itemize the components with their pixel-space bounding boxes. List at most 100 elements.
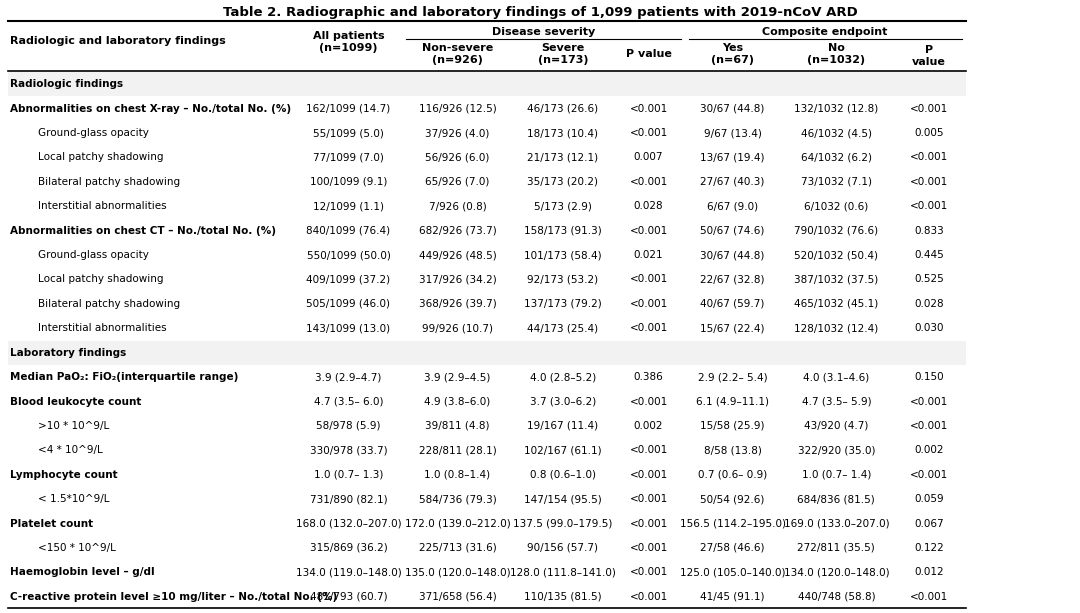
Text: 0.059: 0.059 — [914, 494, 944, 504]
Text: 46/173 (26.6): 46/173 (26.6) — [527, 104, 598, 113]
Text: 134.0 (120.0–148.0): 134.0 (120.0–148.0) — [783, 568, 889, 577]
Text: <4 * 10^9/L: <4 * 10^9/L — [38, 445, 103, 455]
Text: <0.001: <0.001 — [630, 445, 667, 455]
Text: 330/978 (33.7): 330/978 (33.7) — [310, 445, 388, 455]
Text: 0.030: 0.030 — [914, 323, 944, 333]
Text: 102/167 (61.1): 102/167 (61.1) — [524, 445, 602, 455]
Text: 0.002: 0.002 — [634, 421, 663, 431]
Text: Abnormalities on chest CT – No./total No. (%): Abnormalities on chest CT – No./total No… — [10, 226, 276, 235]
Text: 15/67 (22.4): 15/67 (22.4) — [700, 323, 765, 333]
Text: P: P — [924, 45, 933, 55]
Text: 92/173 (53.2): 92/173 (53.2) — [527, 275, 598, 284]
Text: 840/1099 (76.4): 840/1099 (76.4) — [307, 226, 391, 235]
Text: 409/1099 (37.2): 409/1099 (37.2) — [307, 275, 391, 284]
Text: 0.067: 0.067 — [914, 519, 944, 528]
Text: 550/1099 (50.0): 550/1099 (50.0) — [307, 250, 390, 260]
Text: <0.001: <0.001 — [630, 275, 667, 284]
Text: 169.0 (133.0–207.0): 169.0 (133.0–207.0) — [783, 519, 889, 528]
Text: 465/1032 (45.1): 465/1032 (45.1) — [794, 299, 878, 309]
Text: 6/1032 (0.6): 6/1032 (0.6) — [805, 201, 868, 211]
Text: Radiologic findings: Radiologic findings — [10, 79, 123, 89]
Text: 30/67 (44.8): 30/67 (44.8) — [701, 104, 765, 113]
Text: 790/1032 (76.6): 790/1032 (76.6) — [794, 226, 878, 235]
Text: 43/920 (4.7): 43/920 (4.7) — [805, 421, 868, 431]
Text: 77/1099 (7.0): 77/1099 (7.0) — [313, 153, 383, 162]
Text: 35/173 (20.2): 35/173 (20.2) — [527, 177, 598, 187]
Text: 315/869 (36.2): 315/869 (36.2) — [310, 543, 388, 553]
Bar — [8, 340, 966, 365]
Text: 6.1 (4.9–11.1): 6.1 (4.9–11.1) — [697, 397, 769, 406]
Text: 55/1099 (5.0): 55/1099 (5.0) — [313, 128, 383, 138]
Text: 0.012: 0.012 — [914, 568, 944, 577]
Text: 65/926 (7.0): 65/926 (7.0) — [426, 177, 489, 187]
Text: 0.122: 0.122 — [914, 543, 944, 553]
Text: Table 2. Radiographic and laboratory findings of 1,099 patients with 2019-nCoV A: Table 2. Radiographic and laboratory fin… — [222, 6, 858, 19]
Text: 101/173 (58.4): 101/173 (58.4) — [524, 250, 602, 260]
Text: 147/154 (95.5): 147/154 (95.5) — [524, 494, 602, 504]
Text: No: No — [828, 43, 845, 53]
Text: 387/1032 (37.5): 387/1032 (37.5) — [794, 275, 878, 284]
Text: <0.001: <0.001 — [630, 128, 667, 138]
Text: 0.002: 0.002 — [914, 445, 944, 455]
Text: (n=173): (n=173) — [538, 55, 589, 65]
Text: 156.5 (114.2–195.0): 156.5 (114.2–195.0) — [679, 519, 785, 528]
Text: 50/67 (74.6): 50/67 (74.6) — [701, 226, 765, 235]
Text: 8/58 (13.8): 8/58 (13.8) — [704, 445, 761, 455]
Text: 116/926 (12.5): 116/926 (12.5) — [419, 104, 497, 113]
Text: 0.833: 0.833 — [914, 226, 944, 235]
Text: 4.9 (3.8–6.0): 4.9 (3.8–6.0) — [424, 397, 490, 406]
Text: 449/926 (48.5): 449/926 (48.5) — [419, 250, 497, 260]
Text: (n=67): (n=67) — [711, 55, 754, 65]
Text: 21/173 (12.1): 21/173 (12.1) — [527, 153, 598, 162]
Text: (n=926): (n=926) — [432, 55, 483, 65]
Text: 50/54 (92.6): 50/54 (92.6) — [701, 494, 765, 504]
Text: 18/173 (10.4): 18/173 (10.4) — [527, 128, 598, 138]
Text: <0.001: <0.001 — [909, 104, 948, 113]
Text: 125.0 (105.0–140.0): 125.0 (105.0–140.0) — [679, 568, 785, 577]
Text: 0.445: 0.445 — [914, 250, 944, 260]
Text: 481/793 (60.7): 481/793 (60.7) — [310, 592, 388, 602]
Text: <0.001: <0.001 — [630, 226, 667, 235]
Text: <0.001: <0.001 — [909, 153, 948, 162]
Text: 158/173 (91.3): 158/173 (91.3) — [524, 226, 602, 235]
Text: 135.0 (120.0–148.0): 135.0 (120.0–148.0) — [405, 568, 511, 577]
Text: 162/1099 (14.7): 162/1099 (14.7) — [307, 104, 391, 113]
Text: 228/811 (28.1): 228/811 (28.1) — [419, 445, 497, 455]
Text: 19/167 (11.4): 19/167 (11.4) — [527, 421, 598, 431]
Text: Laboratory findings: Laboratory findings — [10, 348, 126, 358]
Text: 0.021: 0.021 — [634, 250, 663, 260]
Text: 46/1032 (4.5): 46/1032 (4.5) — [801, 128, 872, 138]
Text: 37/926 (4.0): 37/926 (4.0) — [426, 128, 489, 138]
Text: 440/748 (58.8): 440/748 (58.8) — [797, 592, 875, 602]
Text: 731/890 (82.1): 731/890 (82.1) — [310, 494, 388, 504]
Text: P value: P value — [625, 49, 672, 59]
Text: 73/1032 (7.1): 73/1032 (7.1) — [801, 177, 872, 187]
Text: 1.0 (0.8–1.4): 1.0 (0.8–1.4) — [424, 470, 490, 480]
Text: 322/920 (35.0): 322/920 (35.0) — [797, 445, 875, 455]
Text: 0.007: 0.007 — [634, 153, 663, 162]
Text: 505/1099 (46.0): 505/1099 (46.0) — [307, 299, 391, 309]
Text: <0.001: <0.001 — [909, 397, 948, 406]
Text: 128.0 (111.8–141.0): 128.0 (111.8–141.0) — [510, 568, 616, 577]
Text: <0.001: <0.001 — [630, 592, 667, 602]
Text: Yes: Yes — [723, 43, 743, 53]
Text: 137.5 (99.0–179.5): 137.5 (99.0–179.5) — [513, 519, 612, 528]
Text: >10 * 10^9/L: >10 * 10^9/L — [38, 421, 109, 431]
Text: Composite endpoint: Composite endpoint — [762, 27, 888, 37]
Text: 132/1032 (12.8): 132/1032 (12.8) — [794, 104, 878, 113]
Bar — [8, 72, 966, 96]
Text: 0.7 (0.6– 0.9): 0.7 (0.6– 0.9) — [698, 470, 767, 480]
Text: Local patchy shadowing: Local patchy shadowing — [38, 153, 163, 162]
Text: Radiologic and laboratory findings: Radiologic and laboratory findings — [10, 36, 226, 46]
Text: <0.001: <0.001 — [630, 177, 667, 187]
Text: (n=1032): (n=1032) — [807, 55, 865, 65]
Text: 12/1099 (1.1): 12/1099 (1.1) — [313, 201, 384, 211]
Text: 584/736 (79.3): 584/736 (79.3) — [419, 494, 497, 504]
Text: <0.001: <0.001 — [630, 323, 667, 333]
Text: 22/67 (32.8): 22/67 (32.8) — [700, 275, 765, 284]
Text: 4.0 (2.8–5.2): 4.0 (2.8–5.2) — [530, 372, 596, 382]
Text: <0.001: <0.001 — [630, 299, 667, 309]
Text: 9/67 (13.4): 9/67 (13.4) — [704, 128, 761, 138]
Text: <0.001: <0.001 — [630, 519, 667, 528]
Text: 0.028: 0.028 — [634, 201, 663, 211]
